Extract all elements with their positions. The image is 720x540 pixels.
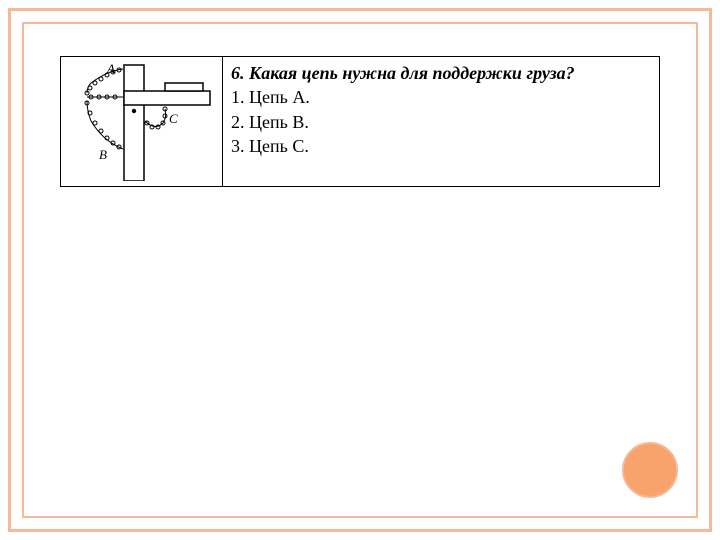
question-table: А В С 6. Какая цепь нужна для поддержки … <box>60 56 660 187</box>
label-c: С <box>169 111 178 126</box>
label-a: А <box>106 61 115 76</box>
chain-diagram-icon: А В С <box>69 61 214 181</box>
option-3: 3. Цепь С. <box>231 134 651 158</box>
diagram-cell: А В С <box>61 57 223 187</box>
option-1: 1. Цепь А. <box>231 85 651 109</box>
question-text: 6. Какая цепь нужна для поддержки груза? <box>231 61 651 85</box>
text-cell: 6. Какая цепь нужна для поддержки груза?… <box>223 57 660 187</box>
option-2: 2. Цепь В. <box>231 110 651 134</box>
label-b: В <box>99 147 107 162</box>
decorative-circle-icon <box>622 442 678 498</box>
